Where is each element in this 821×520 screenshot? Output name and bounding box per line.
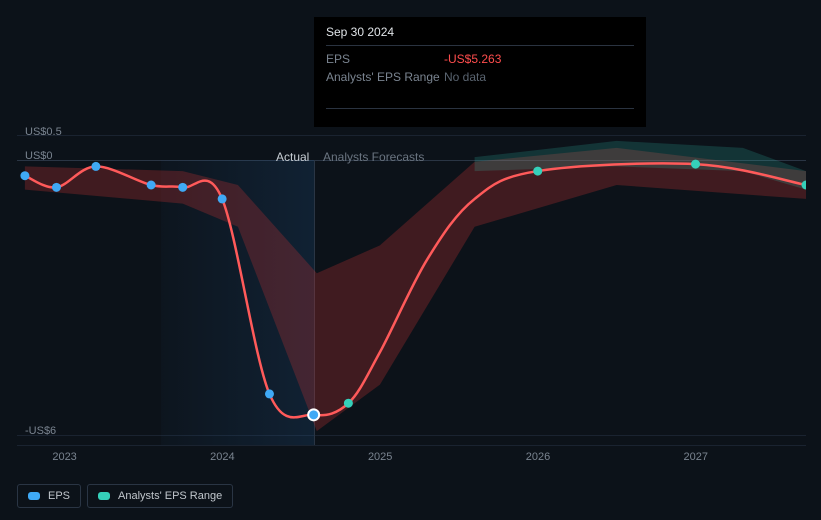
legend-item-eps[interactable]: EPS <box>17 484 81 508</box>
tooltip-row: EPS -US$5.263 <box>326 50 634 68</box>
tooltip-row-value: No data <box>444 70 486 84</box>
eps-marker[interactable] <box>178 183 187 192</box>
tooltip-row: Analysts' EPS Range No data <box>326 68 634 86</box>
eps-range-band <box>25 148 806 431</box>
eps-marker[interactable] <box>91 162 100 171</box>
legend-swatch-icon <box>98 492 110 500</box>
legend-label: EPS <box>48 490 70 502</box>
x-tick-label: 2023 <box>52 451 76 463</box>
eps-marker[interactable] <box>691 160 700 169</box>
eps-marker[interactable] <box>308 409 319 420</box>
tooltip-row-label: Analysts' EPS Range <box>326 70 444 84</box>
tooltip-panel: Sep 30 2024 EPS -US$5.263 Analysts' EPS … <box>314 17 646 127</box>
x-axis-line <box>17 445 806 446</box>
legend-label: Analysts' EPS Range <box>118 490 222 502</box>
tooltip-row-value: -US$5.263 <box>444 52 501 66</box>
tooltip-row-label: EPS <box>326 52 444 66</box>
eps-chart[interactable] <box>17 120 806 445</box>
eps-marker[interactable] <box>52 183 61 192</box>
tooltip-divider <box>326 108 634 109</box>
eps-marker[interactable] <box>218 194 227 203</box>
legend-item-range[interactable]: Analysts' EPS Range <box>87 484 233 508</box>
legend: EPS Analysts' EPS Range <box>17 484 233 508</box>
tooltip-date: Sep 30 2024 <box>326 25 634 46</box>
eps-marker[interactable] <box>265 389 274 398</box>
legend-swatch-icon <box>28 492 40 500</box>
x-tick-label: 2027 <box>684 451 708 463</box>
eps-marker[interactable] <box>20 171 29 180</box>
x-tick-label: 2026 <box>526 451 550 463</box>
x-tick-label: 2025 <box>368 451 392 463</box>
x-tick-label: 2024 <box>210 451 234 463</box>
eps-marker[interactable] <box>533 167 542 176</box>
eps-marker[interactable] <box>344 399 353 408</box>
eps-marker[interactable] <box>147 181 156 190</box>
